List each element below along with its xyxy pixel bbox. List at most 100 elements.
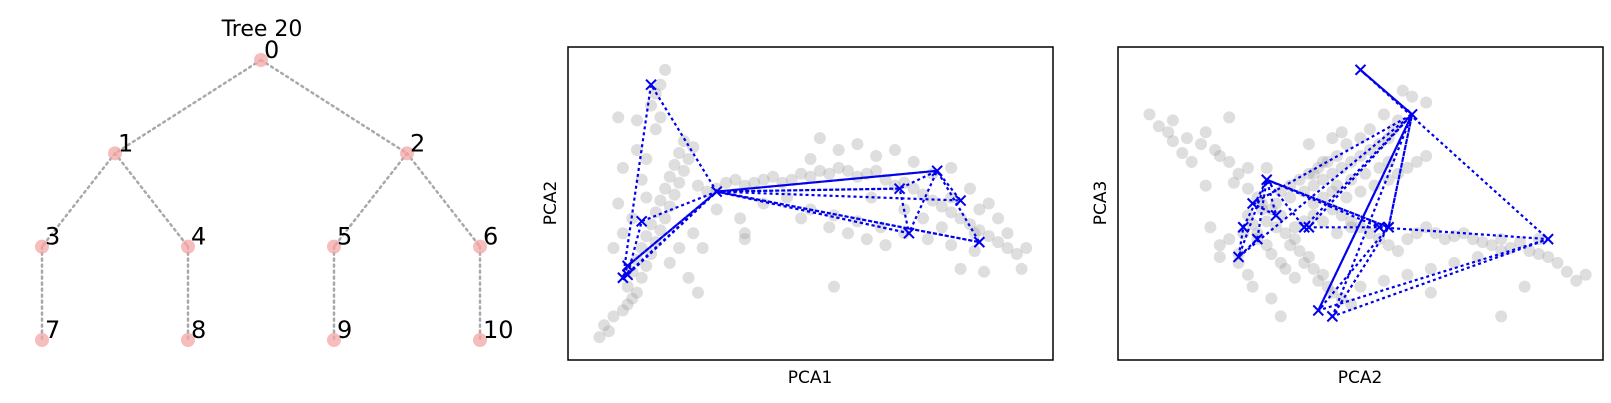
data-point xyxy=(1363,227,1376,240)
data-point xyxy=(1359,167,1372,180)
data-point xyxy=(1401,161,1414,174)
data-point xyxy=(1331,179,1344,192)
data-point xyxy=(1551,256,1564,269)
data-point xyxy=(1001,242,1014,255)
data-point xyxy=(860,233,873,246)
data-point xyxy=(870,164,883,177)
path-marker xyxy=(1542,233,1554,245)
path-marker xyxy=(893,182,906,195)
data-point xyxy=(1307,197,1320,210)
data-point xyxy=(1288,233,1301,246)
data-point xyxy=(748,176,761,189)
data-point xyxy=(1293,173,1306,186)
data-point xyxy=(1448,256,1461,269)
data-point xyxy=(874,221,887,234)
data-point xyxy=(1298,256,1311,269)
data-point xyxy=(621,298,634,311)
data-point xyxy=(992,236,1005,249)
data-point xyxy=(616,227,629,240)
data-point xyxy=(1424,286,1437,299)
data-point xyxy=(1265,292,1278,305)
data-point xyxy=(757,173,770,186)
data-point xyxy=(1246,218,1259,231)
tree-edge xyxy=(405,152,482,248)
path-marker xyxy=(1382,221,1395,233)
data-point xyxy=(1213,239,1226,252)
data-point xyxy=(602,325,615,338)
path-marker xyxy=(1354,64,1367,76)
path-line xyxy=(1237,68,1550,318)
data-point xyxy=(612,111,625,124)
data-point xyxy=(1316,268,1329,281)
path-marker xyxy=(1373,221,1385,233)
data-point xyxy=(907,155,920,168)
data-point xyxy=(851,138,864,151)
tree-node-label: 3 xyxy=(45,223,60,251)
data-point xyxy=(1260,239,1273,252)
data-point xyxy=(945,161,958,174)
data-point xyxy=(659,212,672,225)
tree-title: Tree 20 xyxy=(221,17,303,42)
data-point xyxy=(1227,176,1240,189)
data-point xyxy=(668,188,681,201)
data-point xyxy=(1579,268,1592,281)
data-point xyxy=(921,233,934,246)
data-point xyxy=(673,147,686,160)
data-point xyxy=(645,99,658,112)
path-marker xyxy=(973,236,986,248)
data-point xyxy=(1293,245,1306,258)
data-point xyxy=(1166,135,1179,148)
data-point xyxy=(917,212,930,225)
data-point xyxy=(734,212,747,225)
data-point xyxy=(813,164,826,177)
data-point xyxy=(1199,179,1212,192)
data-point xyxy=(729,173,742,186)
data-point xyxy=(1326,167,1339,180)
data-point xyxy=(968,245,981,258)
data-point xyxy=(673,242,686,255)
data-point xyxy=(593,331,606,344)
data-point xyxy=(1232,256,1245,269)
data-point xyxy=(1363,123,1376,136)
data-point xyxy=(1232,167,1245,180)
data-point xyxy=(640,191,653,204)
data-point xyxy=(842,164,855,177)
data-point xyxy=(659,182,672,195)
data-point xyxy=(1401,268,1414,281)
data-point xyxy=(687,227,700,240)
data-point xyxy=(804,170,817,183)
data-point xyxy=(935,200,948,213)
data-point xyxy=(954,262,967,275)
data-point xyxy=(1260,215,1273,228)
data-point xyxy=(720,176,733,189)
data-point xyxy=(1307,179,1320,192)
data-point xyxy=(832,161,845,174)
data-point xyxy=(1471,250,1484,263)
y-axis-label-2: PCA3 xyxy=(1091,181,1111,226)
data-point xyxy=(1420,96,1433,109)
data-point xyxy=(1345,155,1358,168)
data-point xyxy=(1495,310,1508,323)
tree-edges xyxy=(40,58,482,342)
data-point xyxy=(1570,274,1583,287)
data-point xyxy=(982,197,995,210)
tree-node-label: 8 xyxy=(191,316,206,344)
data-point xyxy=(1199,126,1212,139)
data-point xyxy=(630,114,643,127)
data-point xyxy=(1406,90,1419,103)
data-point xyxy=(1279,227,1292,240)
data-point xyxy=(823,167,836,180)
path-marker xyxy=(1246,197,1259,210)
data-point xyxy=(640,152,653,165)
data-point xyxy=(621,280,634,293)
data-point xyxy=(795,167,808,180)
data-point xyxy=(982,230,995,243)
tree-node-label: 4 xyxy=(191,223,206,251)
data-point xyxy=(842,227,855,240)
tree-edge xyxy=(259,58,409,155)
data-point xyxy=(827,209,840,222)
data-point xyxy=(1166,114,1179,127)
path-marker xyxy=(1326,310,1339,323)
data-point xyxy=(663,170,676,183)
tree-node xyxy=(35,333,49,347)
